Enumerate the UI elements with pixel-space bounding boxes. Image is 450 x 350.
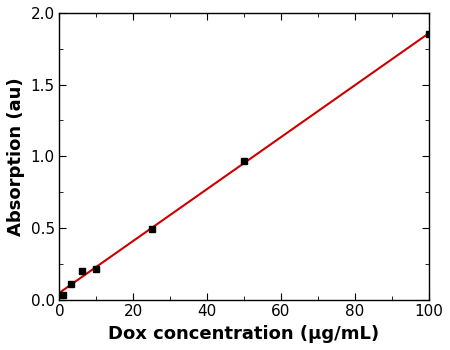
Y-axis label: Absorption (au): Absorption (au) (7, 77, 25, 236)
X-axis label: Dox concentration (μg/mL): Dox concentration (μg/mL) (108, 325, 380, 343)
